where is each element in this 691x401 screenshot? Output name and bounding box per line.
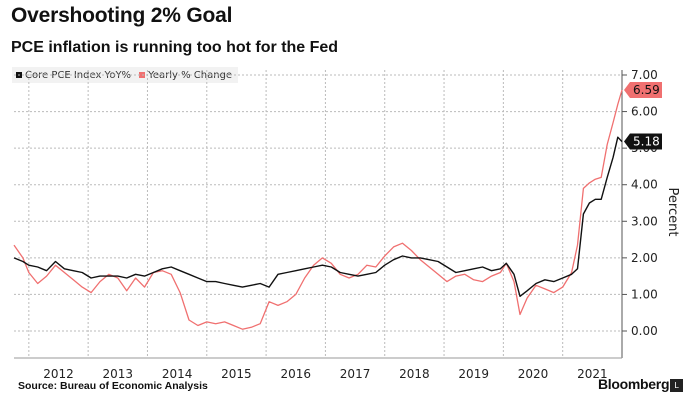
y-tick-label: 3.00 (631, 214, 658, 228)
x-tick-label: 2015 (221, 367, 252, 381)
end-label-text: 5.18 (633, 135, 660, 149)
series-line-yearly (13, 89, 623, 330)
end-label-text: 6.59 (633, 83, 660, 97)
brand-mark-icon: L (670, 379, 683, 392)
x-tick-label: 2016 (280, 367, 311, 381)
y-tick-label: 2.00 (631, 251, 658, 265)
source-note: Source: Bureau of Economic Analysis (18, 380, 208, 392)
end-label-yearly: 6.59 (624, 81, 662, 98)
x-tick-label: 2017 (340, 367, 371, 381)
x-tick-label: 2020 (518, 367, 549, 381)
y-tick-label: 0.00 (631, 324, 658, 338)
x-tick-label: 2021 (577, 367, 608, 381)
y-tick-label: 6.00 (631, 105, 658, 119)
end-label-core: 5.18 (624, 133, 662, 150)
x-tick-label: 2019 (458, 367, 489, 381)
end-label-box (624, 81, 662, 98)
chart-subtitle: PCE inflation is running too hot for the… (11, 39, 339, 56)
y-tick-label: 7.00 (631, 68, 658, 82)
brand-logo: Bloomberg (598, 376, 670, 392)
x-tick-label: 2018 (399, 367, 430, 381)
series-line-core (13, 136, 623, 297)
y-tick-label: 4.00 (631, 178, 658, 192)
chart-title: Overshooting 2% Goal (11, 4, 233, 27)
x-tick-label: 2013 (103, 367, 134, 381)
x-tick-label: 2014 (162, 367, 193, 381)
y-tick-label: 1.00 (631, 287, 658, 301)
end-label-box (624, 133, 662, 150)
x-tick-label: 2012 (43, 367, 74, 381)
y-axis-label: Percent (665, 188, 680, 237)
